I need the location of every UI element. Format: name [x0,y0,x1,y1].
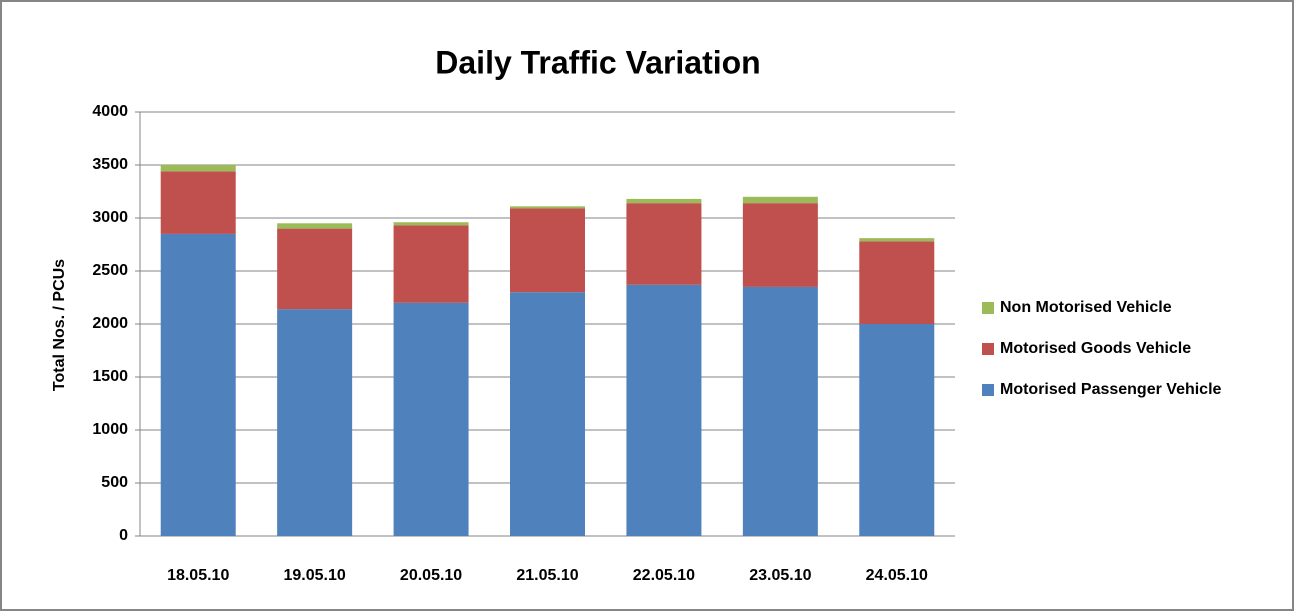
y-tick-label: 2000 [92,315,128,332]
x-tick-label: 23.05.10 [749,567,811,584]
legend-label: Non Motorised Vehicle [1000,299,1172,316]
bar-segment [510,208,585,293]
x-tick-label: 20.05.10 [400,567,462,584]
bar-segment [742,286,818,536]
y-tick-label: 4000 [92,103,128,120]
bar-segment [626,284,702,536]
bar-segment [160,171,236,234]
bar-segment [277,309,353,536]
bar-segment [859,324,935,536]
bar-segment [859,238,935,242]
x-tick-label: 22.05.10 [633,567,695,584]
legend-swatch [982,302,994,314]
bar-segment [277,228,353,310]
bar-segment [626,198,702,204]
y-tick-label: 1000 [92,421,128,438]
bar-segment [160,165,236,172]
legend-label: Motorised Passenger Vehicle [1000,381,1222,398]
y-tick-label: 500 [101,474,128,491]
bar-segment [160,233,236,536]
bar-segment [742,196,818,204]
x-tick-label: 24.05.10 [866,567,928,584]
y-axis-label: Total Nos. / PCUs [51,259,68,391]
bar-segment [742,203,818,287]
bar-segment [859,241,935,324]
bar-segment [393,222,469,226]
x-tick-label: 21.05.10 [516,567,578,584]
bar-segment [393,225,469,303]
y-tick-label: 3500 [92,156,128,173]
legend-label: Motorised Goods Vehicle [1000,340,1191,357]
bar-segment [393,302,469,536]
bar-segment [277,223,353,229]
chart-title: Daily Traffic Variation [435,44,760,80]
y-tick-label: 1500 [92,368,128,385]
bar-segment [510,292,585,536]
y-tick-label: 0 [119,527,128,544]
y-tick-label: 3000 [92,209,128,226]
y-tick-label: 2500 [92,262,128,279]
legend-swatch [982,384,994,396]
bar-segment [626,203,702,285]
legend-swatch [982,343,994,355]
x-tick-label: 18.05.10 [167,567,229,584]
x-tick-label: 19.05.10 [284,567,346,584]
bar-segment [510,206,585,209]
